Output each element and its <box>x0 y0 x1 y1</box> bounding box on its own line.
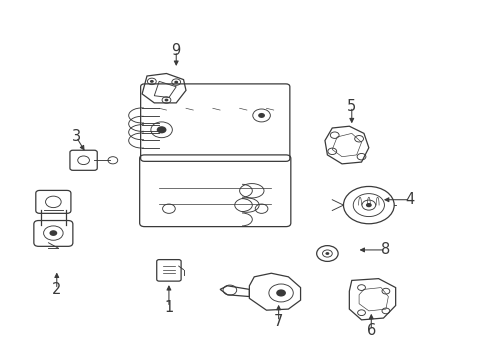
Text: 6: 6 <box>366 323 375 338</box>
Circle shape <box>164 99 168 102</box>
Text: 9: 9 <box>171 44 181 58</box>
Circle shape <box>174 81 178 84</box>
Text: 5: 5 <box>346 99 356 114</box>
Circle shape <box>325 252 329 255</box>
Text: 4: 4 <box>405 192 414 207</box>
Circle shape <box>150 80 154 83</box>
Circle shape <box>276 289 285 297</box>
Circle shape <box>157 126 166 134</box>
Text: 7: 7 <box>273 314 283 329</box>
Text: 3: 3 <box>72 130 81 144</box>
Circle shape <box>365 203 371 207</box>
Circle shape <box>258 113 264 118</box>
Text: 8: 8 <box>381 242 390 257</box>
Text: 2: 2 <box>52 282 61 297</box>
Circle shape <box>49 230 57 236</box>
Text: 1: 1 <box>164 300 173 315</box>
